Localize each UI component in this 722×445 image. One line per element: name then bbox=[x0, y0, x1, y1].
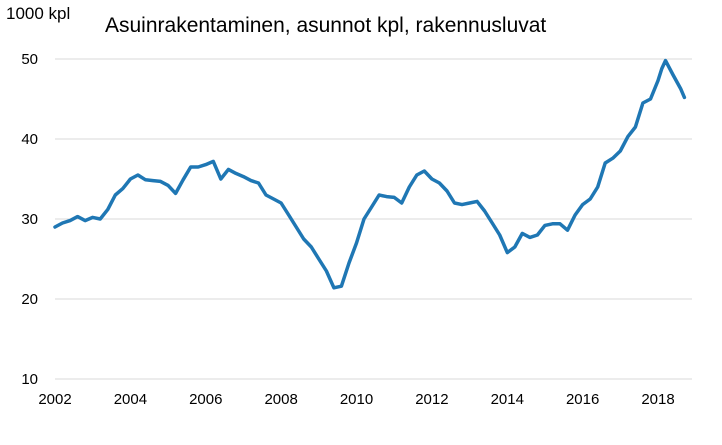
x-tick-label-2006: 2006 bbox=[189, 391, 222, 408]
x-tick-label-2016: 2016 bbox=[566, 391, 599, 408]
y-tick-label-10: 10 bbox=[21, 371, 38, 388]
x-tick-label-2002: 2002 bbox=[38, 391, 71, 408]
x-tick-label-2012: 2012 bbox=[415, 391, 448, 408]
chart-title: Asuinrakentaminen, asunnot kpl, rakennus… bbox=[105, 14, 547, 37]
x-tick-label-2010: 2010 bbox=[340, 391, 373, 408]
x-tick-label-2004: 2004 bbox=[114, 391, 147, 408]
x-tick-label-2008: 2008 bbox=[264, 391, 297, 408]
y-tick-label-50: 50 bbox=[21, 51, 38, 68]
y-tick-label-30: 30 bbox=[21, 211, 38, 228]
y-tick-label-40: 40 bbox=[21, 131, 38, 148]
x-tick-label-2018: 2018 bbox=[641, 391, 674, 408]
y-axis-label: 1000 kpl bbox=[6, 4, 71, 23]
x-tick-label-2014: 2014 bbox=[491, 391, 524, 408]
y-tick-label-20: 20 bbox=[21, 291, 38, 308]
series-line-0 bbox=[53, 58, 687, 290]
